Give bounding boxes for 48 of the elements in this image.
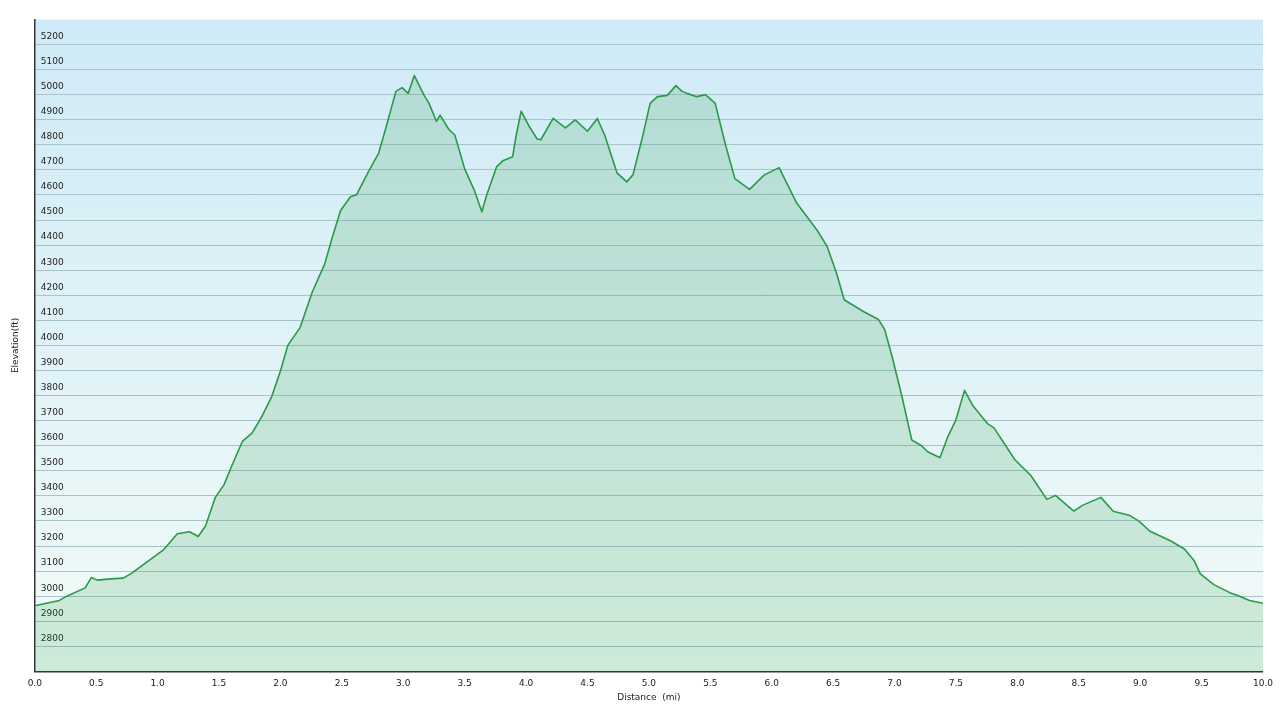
y-tick-label: 3900 <box>40 356 64 367</box>
x-tick-label: 0.0 <box>27 678 43 689</box>
x-tick-label: 6.0 <box>764 678 780 689</box>
y-tick-label: 3000 <box>40 582 64 593</box>
x-tick-label: 2.5 <box>334 678 350 689</box>
x-tick-label: 7.0 <box>887 678 902 689</box>
y-tick-label: 3800 <box>40 381 64 392</box>
y-tick-label: 5100 <box>40 55 64 66</box>
y-tick-label: 4700 <box>40 156 64 167</box>
x-tick-label: 1.0 <box>150 678 166 689</box>
x-tick-label: 6.5 <box>825 678 841 689</box>
y-tick-label: 4600 <box>40 181 64 192</box>
y-tick-label: 3300 <box>40 507 64 518</box>
x-tick-label: 3.0 <box>396 678 411 689</box>
y-tick-label: 4400 <box>40 231 64 242</box>
x-axis-title: Distance (mi) <box>617 691 681 702</box>
x-tick-label: 2.0 <box>273 678 288 689</box>
x-tick-label: 3.5 <box>457 678 472 689</box>
y-tick-label: 3600 <box>40 432 64 443</box>
x-tick-label: 4.0 <box>518 678 534 689</box>
y-tick-label: 2900 <box>40 607 64 618</box>
y-tick-label: 3500 <box>40 457 64 468</box>
y-tick-label: 4200 <box>40 281 64 292</box>
y-axis-title: Elevation(ft) <box>9 317 20 374</box>
y-tick-label: 3200 <box>40 532 64 543</box>
x-tick-label: 9.0 <box>1133 678 1148 689</box>
y-tick-label: 4800 <box>40 131 64 142</box>
y-tick-label: 5200 <box>40 30 64 41</box>
y-tick-label: 3700 <box>40 406 64 417</box>
y-tick-label: 2800 <box>40 632 64 643</box>
x-tick-label: 1.5 <box>211 678 227 689</box>
y-tick-label: 4300 <box>40 256 64 267</box>
x-tick-label: 8.5 <box>1071 678 1086 689</box>
x-tick-label: 9.5 <box>1194 678 1209 689</box>
y-tick-label: 3100 <box>40 557 64 568</box>
x-tick-label: 5.5 <box>703 678 718 689</box>
y-tick-label: 4900 <box>40 106 64 117</box>
y-tick-label: 4100 <box>40 306 64 317</box>
x-tick-label: 4.5 <box>580 678 595 689</box>
x-tick-label: 5.0 <box>641 678 657 689</box>
y-tick-label: 3400 <box>40 482 64 493</box>
x-tick-label: 10.0 <box>1252 678 1274 689</box>
y-tick-label: 5000 <box>40 80 64 91</box>
x-tick-label: 7.5 <box>948 678 964 689</box>
y-tick-label: 4000 <box>40 331 64 342</box>
x-tick-label: 0.5 <box>89 678 104 689</box>
x-tick-label: 8.0 <box>1010 678 1025 689</box>
y-tick-label: 4500 <box>40 206 64 217</box>
